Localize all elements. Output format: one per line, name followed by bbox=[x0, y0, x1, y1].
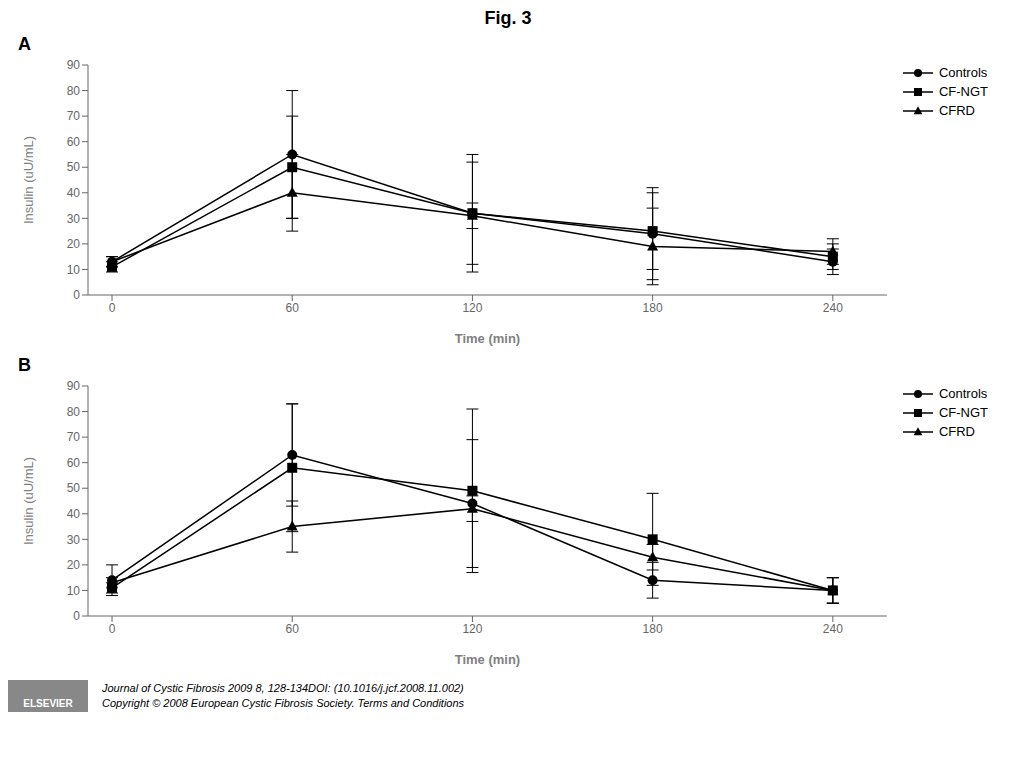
svg-text:0: 0 bbox=[73, 288, 80, 302]
svg-text:Insulin (uU/mL): Insulin (uU/mL) bbox=[21, 457, 36, 545]
html-text:ELSEVIER: ELSEVIER bbox=[23, 698, 73, 709]
svg-text:Time (min): Time (min) bbox=[455, 652, 521, 667]
svg-text:40: 40 bbox=[67, 507, 81, 521]
svg-text:10: 10 bbox=[67, 584, 81, 598]
html-text:CFRD: CFRD bbox=[938, 424, 975, 439]
html-text:Fig. 3: Fig. 3 bbox=[484, 8, 532, 28]
svg-text:Insulin (uU/mL): Insulin (uU/mL) bbox=[21, 136, 36, 224]
svg-text:30: 30 bbox=[67, 212, 81, 226]
html-text:Controls: Controls bbox=[938, 386, 988, 401]
svg-text:50: 50 bbox=[67, 481, 81, 495]
svg-text:120: 120 bbox=[462, 622, 482, 636]
svg-text:80: 80 bbox=[67, 84, 81, 98]
svg-text:20: 20 bbox=[67, 237, 81, 251]
html-text:CFRD: CFRD bbox=[938, 103, 975, 118]
svg-text:120: 120 bbox=[462, 301, 482, 315]
svg-text:90: 90 bbox=[67, 379, 81, 393]
html-text:Controls: Controls bbox=[938, 65, 988, 80]
svg-text:0: 0 bbox=[73, 609, 80, 623]
svg-text:20: 20 bbox=[67, 558, 81, 572]
svg-text:Time (min): Time (min) bbox=[455, 331, 521, 346]
svg-text:0: 0 bbox=[109, 622, 116, 636]
svg-text:60: 60 bbox=[67, 456, 81, 470]
svg-text:50: 50 bbox=[67, 160, 81, 174]
html-text:B: B bbox=[18, 355, 31, 375]
svg-text:10: 10 bbox=[67, 263, 81, 277]
html-text:A: A bbox=[18, 34, 31, 54]
html-text:CF-NGT: CF-NGT bbox=[938, 84, 988, 99]
svg-text:240: 240 bbox=[823, 301, 843, 315]
svg-text:180: 180 bbox=[643, 622, 663, 636]
svg-text:240: 240 bbox=[823, 622, 843, 636]
svg-text:60: 60 bbox=[286, 301, 300, 315]
svg-text:70: 70 bbox=[67, 430, 81, 444]
svg-text:180: 180 bbox=[643, 301, 663, 315]
svg-text:60: 60 bbox=[67, 135, 81, 149]
svg-text:40: 40 bbox=[67, 186, 81, 200]
html-text:Copyright © 2008 European Cyst: Copyright © 2008 European Cystic Fibrosi… bbox=[102, 697, 465, 709]
svg-text:0: 0 bbox=[109, 301, 116, 315]
html-text:CF-NGT: CF-NGT bbox=[938, 405, 988, 420]
svg-text:30: 30 bbox=[67, 533, 81, 547]
svg-text:80: 80 bbox=[67, 405, 81, 419]
svg-text:60: 60 bbox=[286, 622, 300, 636]
html-text:Journal of Cystic Fibrosis 200: Journal of Cystic Fibrosis 2009 8, 128-1… bbox=[102, 682, 464, 694]
svg-text:70: 70 bbox=[67, 109, 81, 123]
svg-text:90: 90 bbox=[67, 58, 81, 72]
